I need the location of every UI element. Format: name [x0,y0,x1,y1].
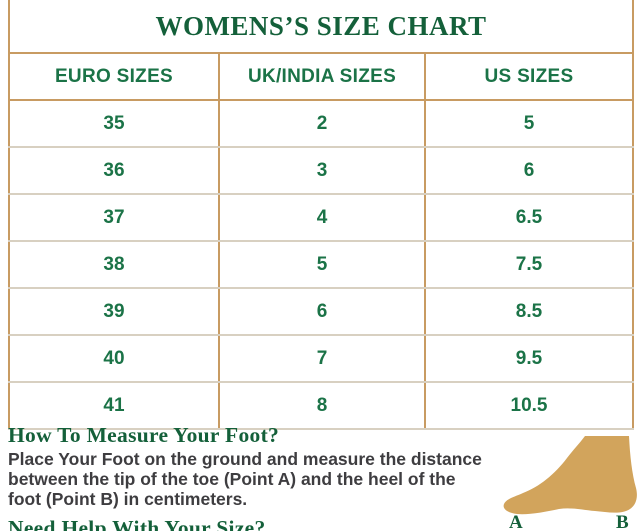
table-header-row: EURO SIZES UK/INDIA SIZES US SIZES [8,52,635,101]
euro-size-cell: 38 [8,240,220,289]
table-row: 37 4 6.5 [8,193,635,242]
instruction-line: Place Your Foot on the ground and measur… [8,449,482,469]
uk-india-size-cell: 2 [218,99,426,148]
table-row: 41 8 10.5 [8,381,635,430]
euro-size-cell: 39 [8,287,220,336]
us-size-cell: 9.5 [423,334,635,383]
euro-size-cell: 36 [8,146,220,195]
size-chart-table: WOMENS’S SIZE CHART EURO SIZES UK/INDIA … [8,0,635,430]
euro-size-cell: 37 [8,193,220,242]
instruction-line: between the tip of the toe (Point A) and… [8,469,456,489]
us-size-cell: 6.5 [423,193,635,242]
uk-india-size-cell: 5 [218,240,426,289]
table-row: 38 5 7.5 [8,240,635,289]
uk-india-size-cell: 7 [218,334,426,383]
point-b-label: B [616,512,629,531]
column-header-us-sizes: US SIZES [423,52,635,101]
instruction-line: foot (Point B) in centimeters. [8,489,248,509]
foot-icon [503,436,637,515]
point-a-label: A [509,512,523,531]
euro-size-cell: 41 [8,381,220,430]
uk-india-size-cell: 8 [218,381,426,430]
table-title-row: WOMENS’S SIZE CHART [9,0,634,54]
table-row: 36 3 6 [8,146,635,195]
us-size-cell: 8.5 [423,287,635,336]
uk-india-size-cell: 3 [218,146,426,195]
table-title: WOMENS’S SIZE CHART [9,0,634,54]
us-size-cell: 5 [423,99,635,148]
us-size-cell: 6 [423,146,635,195]
table-row: 40 7 9.5 [8,334,635,383]
us-size-cell: 10.5 [423,381,635,430]
euro-size-cell: 40 [8,334,220,383]
us-size-cell: 7.5 [423,240,635,289]
table-row: 39 6 8.5 [8,287,635,336]
measure-instructions: Place Your Foot on the ground and measur… [8,449,482,509]
uk-india-size-cell: 4 [218,193,426,242]
measure-foot-heading: How To Measure Your Foot? [8,423,280,447]
euro-size-cell: 35 [8,99,220,148]
column-header-euro-sizes: EURO SIZES [8,52,220,101]
need-help-heading: Need Help With Your Size? [8,516,266,531]
table-row: 35 2 5 [8,99,635,148]
uk-india-size-cell: 6 [218,287,426,336]
column-header-uk-india-sizes: UK/INDIA SIZES [218,52,426,101]
